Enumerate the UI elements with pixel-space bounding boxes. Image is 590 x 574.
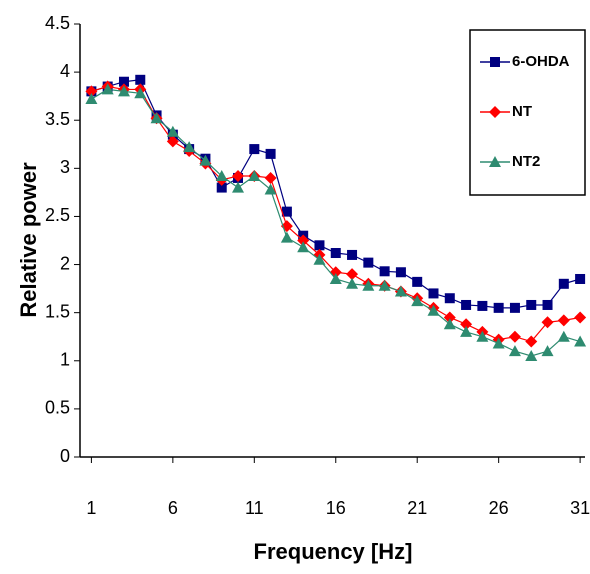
- marker: [248, 170, 261, 182]
- y-tick-label: 1: [60, 350, 70, 370]
- marker: [411, 295, 424, 307]
- marker: [232, 181, 245, 193]
- marker: [199, 154, 212, 166]
- marker: [493, 302, 504, 313]
- marker: [541, 316, 554, 329]
- marker: [379, 266, 390, 277]
- marker: [264, 171, 277, 184]
- x-tick-label: 6: [168, 498, 178, 518]
- marker: [443, 311, 456, 324]
- marker: [281, 206, 292, 217]
- legend: 6-OHDA NT NT2: [469, 29, 586, 196]
- marker: [526, 299, 537, 310]
- x-tick-label: 16: [326, 498, 346, 518]
- marker: [134, 87, 147, 99]
- marker: [460, 325, 473, 337]
- marker: [557, 314, 570, 327]
- marker: [347, 249, 358, 260]
- legend-marker: [490, 57, 500, 67]
- marker: [362, 279, 375, 291]
- marker: [492, 337, 505, 349]
- series: [85, 83, 587, 361]
- marker: [313, 253, 326, 265]
- marker: [85, 85, 98, 98]
- marker: [508, 330, 521, 343]
- marker: [542, 299, 553, 310]
- marker: [363, 257, 374, 268]
- y-tick-label: 2: [60, 253, 70, 273]
- marker: [135, 74, 146, 85]
- marker: [395, 267, 406, 278]
- marker: [525, 349, 538, 361]
- legend-marker: [489, 106, 501, 118]
- y-tick-label: 4: [60, 61, 70, 81]
- y-tick-label: 3: [60, 157, 70, 177]
- x-tick-label: 31: [570, 498, 590, 518]
- marker: [575, 273, 586, 284]
- marker: [557, 330, 570, 342]
- y-tick-label: 2.5: [45, 205, 70, 225]
- marker: [118, 76, 129, 87]
- marker: [216, 182, 227, 193]
- marker: [509, 302, 520, 313]
- marker: [101, 83, 114, 95]
- marker: [330, 248, 341, 259]
- y-tick-label: 4.5: [45, 13, 70, 33]
- marker: [574, 335, 587, 347]
- y-tick-label: 0: [60, 446, 70, 466]
- marker: [461, 299, 472, 310]
- y-axis-title: Relative power: [16, 162, 41, 318]
- marker: [232, 170, 245, 183]
- legend-label: 6-OHDA: [512, 53, 570, 70]
- marker: [183, 141, 196, 153]
- x-tick-label: 11: [245, 498, 264, 518]
- marker: [280, 231, 293, 243]
- marker: [541, 345, 554, 357]
- marker: [444, 293, 455, 304]
- marker: [477, 300, 488, 311]
- marker: [297, 234, 310, 247]
- marker: [117, 85, 130, 97]
- marker: [476, 330, 489, 342]
- x-axis-title: Frequency [Hz]: [254, 539, 413, 564]
- marker: [150, 112, 163, 124]
- x-tick-label: 1: [86, 498, 96, 518]
- marker: [215, 170, 228, 182]
- y-tick-label: 3.5: [45, 109, 70, 129]
- marker: [346, 277, 359, 289]
- marker: [166, 125, 179, 137]
- marker: [264, 183, 277, 195]
- marker: [314, 240, 325, 251]
- legend-label: NT2: [512, 153, 540, 170]
- marker: [85, 93, 98, 105]
- marker: [166, 135, 179, 148]
- marker: [297, 241, 310, 253]
- marker: [460, 318, 473, 331]
- marker: [394, 285, 407, 297]
- marker: [346, 268, 359, 281]
- marker: [574, 311, 587, 324]
- marker: [249, 144, 260, 155]
- marker: [443, 318, 456, 330]
- x-tick-label: 21: [407, 498, 427, 518]
- marker: [427, 304, 440, 316]
- legend-label: NT: [512, 103, 532, 120]
- legend-marker: [489, 156, 501, 167]
- marker: [428, 288, 439, 299]
- marker: [558, 278, 569, 289]
- marker: [412, 276, 423, 287]
- marker: [265, 148, 276, 159]
- marker: [525, 335, 538, 348]
- marker: [329, 272, 342, 284]
- x-tick-label: 26: [489, 498, 509, 518]
- y-tick-label: 0.5: [45, 398, 70, 418]
- marker: [508, 345, 521, 357]
- y-tick-label: 1.5: [45, 301, 70, 321]
- marker: [378, 279, 391, 291]
